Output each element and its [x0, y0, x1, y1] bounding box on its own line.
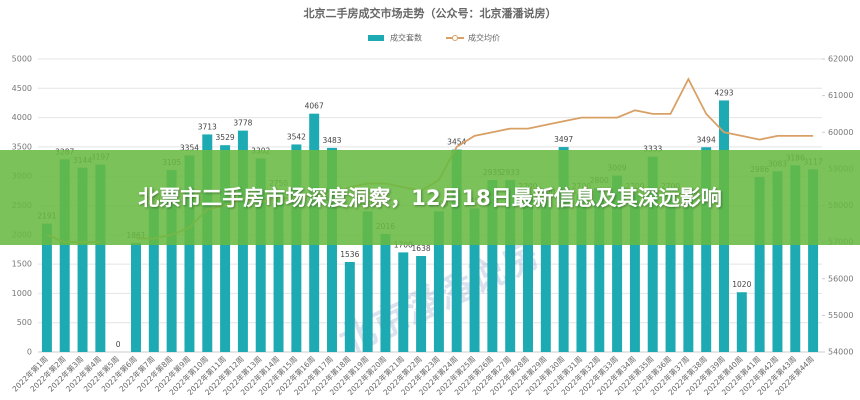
bar: [255, 158, 266, 352]
bar-value-label: 3529: [216, 133, 235, 142]
y2-tick-label: 54000: [828, 348, 853, 357]
bar: [362, 211, 373, 352]
y2-tick-label: 62000: [828, 55, 853, 64]
bar: [665, 193, 676, 352]
bar: [754, 177, 765, 352]
legend-label: 成交套数: [390, 33, 422, 43]
bar-value-label: 3497: [554, 135, 573, 144]
bar-value-label: 3483: [322, 136, 341, 145]
y-tick-label: 5000: [12, 55, 32, 64]
y-tick-label: 1000: [12, 289, 32, 298]
y-tick-label: 0: [27, 348, 32, 357]
bar-value-label: 0: [116, 340, 121, 349]
bar-value-label: 3454: [447, 138, 466, 147]
bar: [220, 145, 231, 352]
bar: [95, 164, 106, 352]
bar: [380, 233, 391, 352]
bar: [184, 155, 195, 352]
bar: [148, 206, 159, 352]
y-tick-label: 4000: [12, 113, 32, 122]
bar-value-label: 3542: [287, 132, 306, 141]
bar: [523, 193, 533, 352]
bar: [416, 256, 427, 352]
bar: [291, 144, 302, 352]
bar-value-label: 3354: [180, 143, 199, 152]
bar: [469, 208, 480, 352]
bar: [273, 190, 284, 352]
bar: [612, 175, 623, 352]
bar-value-label: 3778: [233, 119, 252, 128]
bar: [736, 292, 747, 352]
bar: [166, 170, 177, 352]
bar: [59, 159, 70, 352]
legend-swatch-dot: [452, 35, 458, 41]
bar: [77, 167, 88, 352]
bar: [629, 193, 640, 352]
bar-value-label: 1638: [412, 244, 431, 253]
bar: [647, 156, 658, 352]
bar-value-label: 3713: [198, 122, 217, 131]
bar: [451, 149, 462, 352]
bar: [433, 211, 444, 352]
bar: [327, 147, 337, 352]
y-tick-label: 500: [17, 318, 32, 327]
bar: [790, 165, 801, 352]
bar: [576, 193, 587, 352]
bar: [344, 261, 355, 352]
y2-tick-label: 61000: [828, 91, 853, 100]
y-tick-label: 3500: [12, 142, 32, 151]
bar-value-label: 1020: [732, 280, 751, 289]
y-tick-label: 4500: [12, 84, 32, 93]
bar: [558, 147, 569, 352]
bar-value-label: 3333: [643, 145, 662, 154]
bar: [540, 199, 551, 352]
legend: 成交套数 成交均价: [368, 33, 500, 43]
bar: [505, 180, 516, 352]
banner-headline: 北票市二手房市场深度洞察，12月18日最新信息及其深远影响: [138, 185, 722, 210]
chart-title: 北京二手房成交市场走势（公众号：北京潘潘说房）: [304, 6, 557, 20]
bar-value-label: 1536: [340, 250, 359, 259]
bar: [683, 199, 694, 352]
banner: 北票市二手房市场深度洞察，12月18日最新信息及其深远影响: [0, 150, 860, 245]
bar-value-label: 4067: [305, 102, 324, 111]
legend-swatch: [368, 35, 384, 41]
bar-value-label: 4293: [714, 88, 733, 97]
y2-tick-label: 60000: [828, 128, 853, 137]
y-tick-label: 1500: [12, 260, 32, 269]
y2-tick-label: 56000: [828, 274, 853, 283]
bar: [701, 147, 712, 352]
bar: [772, 171, 783, 352]
bar: [487, 180, 498, 352]
bar: [808, 169, 819, 352]
bar-value-label: 3494: [697, 135, 716, 144]
bar: [131, 242, 141, 352]
bar: [41, 223, 52, 352]
y2-tick-label: 55000: [828, 311, 853, 320]
bar: [398, 252, 409, 352]
legend-label: 成交均价: [468, 33, 500, 43]
bar: [594, 187, 605, 352]
